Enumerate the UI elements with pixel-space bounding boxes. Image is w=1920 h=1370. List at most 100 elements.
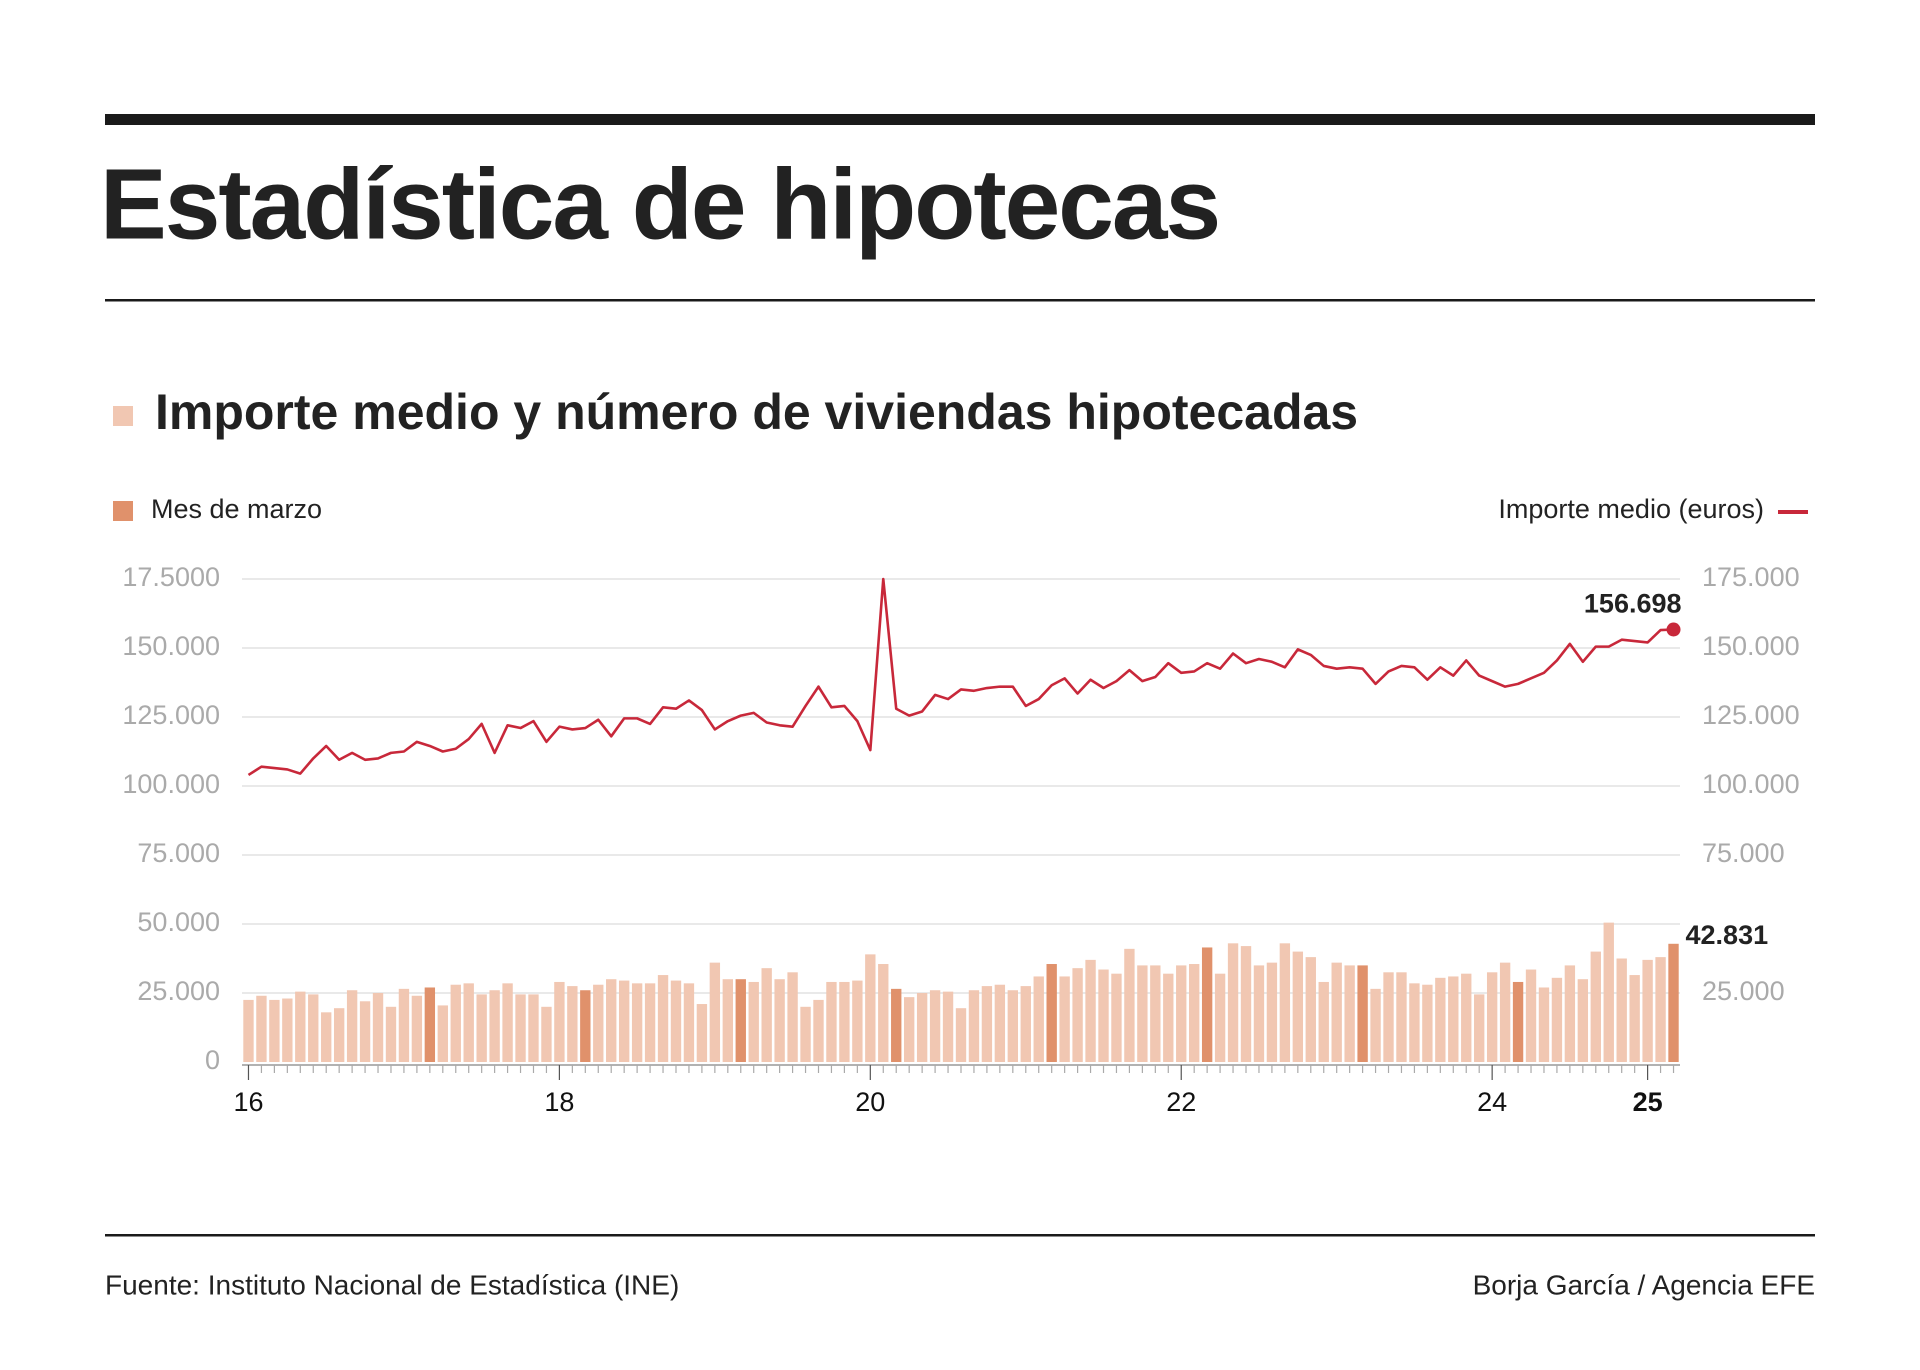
- bar: [800, 1006, 811, 1062]
- legend-label: Mes de marzo: [151, 494, 322, 524]
- title-rule: [105, 299, 1815, 302]
- bar: [839, 981, 850, 1062]
- bar: [1474, 994, 1485, 1062]
- bar: [1486, 972, 1498, 1062]
- bar: [1266, 962, 1278, 1062]
- bar: [1020, 986, 1031, 1062]
- bar: [709, 962, 721, 1062]
- bar: [1448, 976, 1459, 1062]
- bar: [1046, 964, 1057, 1062]
- bar: [476, 994, 487, 1062]
- y2-tick-label: 75.000: [1702, 838, 1785, 868]
- bar: [424, 987, 436, 1062]
- bar: [256, 995, 267, 1062]
- bar: [981, 986, 993, 1062]
- bar: [411, 995, 423, 1062]
- bar: [1176, 965, 1187, 1062]
- bar: [1409, 983, 1420, 1062]
- bar: [515, 994, 526, 1062]
- bar: [1201, 947, 1213, 1062]
- bar: [1344, 965, 1355, 1062]
- legend-swatch: [113, 501, 133, 521]
- bar: [489, 990, 500, 1062]
- bar: [282, 998, 293, 1062]
- bar: [1214, 973, 1226, 1062]
- bar: [1253, 965, 1265, 1062]
- x-tick-label: 24: [1477, 1087, 1507, 1117]
- bar: [580, 990, 591, 1062]
- bar: [1512, 981, 1524, 1062]
- bar: [1655, 957, 1666, 1062]
- bar: [1085, 959, 1096, 1062]
- footer-rule: [105, 1234, 1815, 1237]
- bar: [541, 1006, 552, 1062]
- bar: [1668, 943, 1679, 1062]
- bar: [618, 980, 630, 1062]
- bar: [437, 1005, 448, 1062]
- bar: [891, 988, 902, 1062]
- bar: [1059, 976, 1070, 1062]
- bar: [865, 954, 876, 1062]
- credit: Borja García / Agencia EFE: [1473, 1269, 1815, 1300]
- x-tick-label: 20: [855, 1087, 885, 1117]
- bar: [1318, 981, 1329, 1062]
- y-tick-label: 125.000: [122, 700, 220, 730]
- bar: [787, 972, 798, 1062]
- bar: [852, 980, 863, 1062]
- legend-swatch: [113, 406, 133, 426]
- bar: [1305, 957, 1316, 1062]
- bar: [359, 1001, 371, 1062]
- bar: [1499, 962, 1511, 1062]
- bar: [1590, 951, 1601, 1062]
- chart-title: Estadística de hipotecas: [100, 148, 1219, 260]
- bar: [1292, 951, 1304, 1062]
- bar: [1616, 958, 1627, 1062]
- bar: [761, 968, 772, 1062]
- bar: [1240, 946, 1252, 1062]
- bar: [670, 980, 682, 1062]
- bar: [916, 993, 928, 1062]
- line-end-marker: [1666, 622, 1681, 637]
- bar: [243, 999, 254, 1062]
- bar: [269, 999, 280, 1062]
- y-tick-label: 0: [205, 1045, 220, 1075]
- bar: [903, 997, 915, 1062]
- legend-swatch: [1778, 510, 1808, 514]
- bar: [1435, 977, 1446, 1062]
- bar: [398, 988, 410, 1062]
- bar: [942, 991, 954, 1062]
- y2-tick-label: 100.000: [1702, 769, 1800, 799]
- bar: [606, 979, 617, 1062]
- bar: [346, 990, 358, 1062]
- bar: [1072, 968, 1083, 1062]
- bar: [1189, 964, 1200, 1062]
- bar: [1227, 943, 1239, 1062]
- bar: [1461, 973, 1472, 1062]
- bar: [333, 1008, 345, 1062]
- bar: [1383, 972, 1394, 1062]
- bar: [1577, 979, 1589, 1062]
- bar: [657, 975, 669, 1062]
- bar: [878, 964, 889, 1062]
- bar: [1098, 969, 1109, 1062]
- y2-tick-label: 125.000: [1702, 700, 1800, 730]
- bar: [1111, 973, 1122, 1062]
- bar: [968, 990, 980, 1062]
- bar: [1396, 972, 1407, 1062]
- bar: [1357, 965, 1368, 1062]
- line: [247, 577, 1674, 777]
- bar: [1629, 975, 1640, 1062]
- legend-label: Importe medio y número de viviendas hipo…: [155, 384, 1358, 440]
- data-label: 42.831: [1686, 920, 1769, 950]
- y2-tick-label: 175.000: [1702, 562, 1800, 592]
- bar: [567, 986, 578, 1062]
- bar: [1538, 987, 1550, 1062]
- x-tick-label: 25: [1633, 1087, 1663, 1117]
- plot: 17.5000 150.000 125.000 100.000 75.000 50.000…: [122, 562, 1799, 1117]
- bar: [1551, 977, 1563, 1062]
- bar: [1525, 969, 1537, 1062]
- y-tick-label: 17.5000: [122, 562, 220, 592]
- bar: [1422, 984, 1433, 1062]
- source: Fuente: Instituto Nacional de Estadístic…: [105, 1269, 679, 1300]
